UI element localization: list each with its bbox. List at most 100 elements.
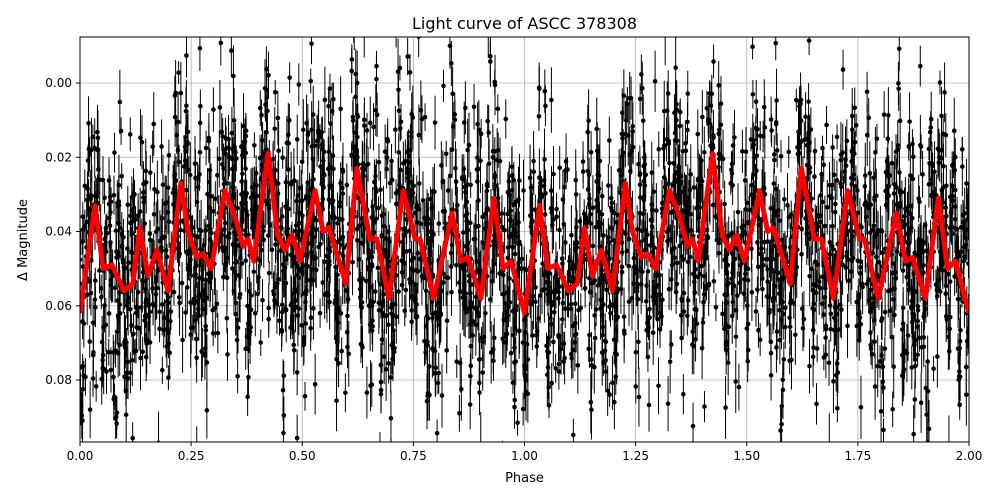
data-point xyxy=(942,90,947,95)
data-point xyxy=(108,195,113,200)
data-point xyxy=(285,230,290,235)
data-point xyxy=(193,161,198,166)
data-point xyxy=(948,315,953,320)
data-point xyxy=(394,29,399,34)
data-point xyxy=(221,275,226,280)
data-point xyxy=(668,359,673,364)
data-point xyxy=(774,120,779,125)
data-point xyxy=(500,453,505,458)
data-point xyxy=(712,279,717,284)
data-point xyxy=(799,252,804,257)
data-point xyxy=(155,269,160,274)
data-point xyxy=(230,131,235,136)
data-point xyxy=(310,144,315,149)
data-point xyxy=(745,359,750,364)
data-point xyxy=(906,333,911,338)
data-point xyxy=(365,390,370,395)
data-point xyxy=(510,164,515,169)
data-point xyxy=(931,366,936,371)
data-point xyxy=(845,324,850,329)
data-point xyxy=(646,269,651,274)
data-point xyxy=(459,461,464,466)
data-point xyxy=(371,300,376,305)
data-point xyxy=(104,369,109,374)
data-point xyxy=(339,349,344,354)
data-point xyxy=(855,324,860,329)
data-point xyxy=(948,279,953,284)
data-point xyxy=(793,332,798,337)
data-point xyxy=(91,353,96,358)
data-point xyxy=(773,41,778,46)
data-point xyxy=(664,137,669,142)
data-point xyxy=(169,309,174,314)
data-point xyxy=(691,424,696,429)
data-point xyxy=(486,130,491,135)
data-point xyxy=(323,98,328,103)
data-point xyxy=(80,319,85,324)
data-point xyxy=(563,306,568,311)
data-point xyxy=(496,106,501,111)
data-point xyxy=(886,136,891,141)
data-point xyxy=(745,303,750,308)
data-point xyxy=(399,119,404,124)
data-point xyxy=(679,313,684,318)
data-point xyxy=(245,395,250,400)
data-point xyxy=(928,130,933,135)
data-point xyxy=(576,363,581,368)
data-point xyxy=(351,115,356,120)
data-point xyxy=(571,433,576,438)
data-point xyxy=(607,138,612,143)
data-point xyxy=(87,339,92,344)
data-point xyxy=(154,229,159,234)
data-point xyxy=(746,267,751,272)
data-point xyxy=(897,170,902,175)
data-point xyxy=(839,152,844,157)
data-point xyxy=(282,413,287,418)
data-point xyxy=(813,149,818,154)
data-point xyxy=(472,104,477,109)
data-point xyxy=(671,247,676,252)
data-point xyxy=(535,329,540,334)
data-point xyxy=(308,278,313,283)
data-point xyxy=(754,309,759,314)
data-point xyxy=(660,297,665,302)
data-point xyxy=(368,121,373,126)
data-point xyxy=(569,233,574,238)
data-point xyxy=(373,108,378,113)
data-point xyxy=(751,92,756,97)
data-point xyxy=(777,218,782,223)
data-point xyxy=(121,265,126,270)
data-point xyxy=(695,132,700,137)
data-point xyxy=(96,136,101,141)
data-point xyxy=(512,405,517,410)
data-point xyxy=(947,349,952,354)
data-point xyxy=(194,443,199,448)
data-point xyxy=(702,404,707,409)
data-point xyxy=(775,148,780,153)
data-point xyxy=(850,127,855,132)
data-point xyxy=(653,79,658,84)
data-point xyxy=(855,188,860,193)
data-point xyxy=(119,174,124,179)
data-point xyxy=(370,204,375,209)
data-point xyxy=(787,315,792,320)
data-point xyxy=(502,228,507,233)
data-point xyxy=(702,150,707,155)
data-point xyxy=(152,187,157,192)
data-point xyxy=(760,287,765,292)
data-point xyxy=(283,306,288,311)
data-point xyxy=(918,143,923,148)
data-point xyxy=(610,227,615,232)
data-point xyxy=(129,250,134,255)
data-point xyxy=(233,261,238,266)
data-point xyxy=(656,383,661,388)
data-point xyxy=(734,334,739,339)
data-point xyxy=(128,221,133,226)
data-point xyxy=(958,339,963,344)
data-point xyxy=(545,349,550,354)
data-point xyxy=(431,189,436,194)
data-point xyxy=(86,158,91,163)
data-point xyxy=(328,86,333,91)
data-point xyxy=(176,120,181,125)
data-point xyxy=(924,386,929,391)
